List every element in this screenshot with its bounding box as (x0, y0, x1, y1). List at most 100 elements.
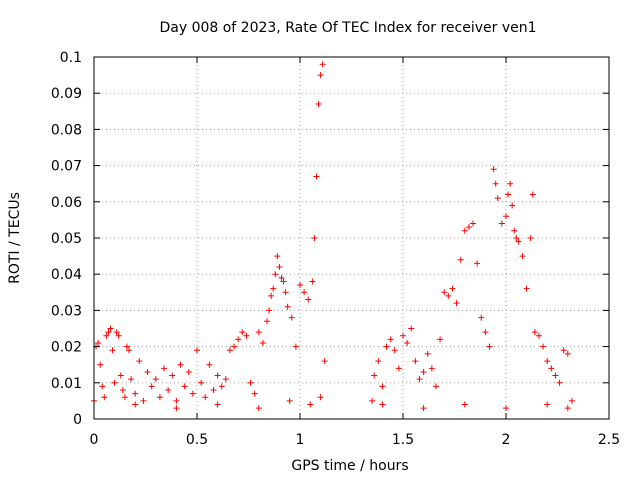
data-point (144, 368, 151, 375)
data-point (391, 347, 398, 354)
data-point (486, 343, 493, 350)
grid-lines (94, 57, 609, 419)
data-point (222, 376, 229, 383)
data-point (128, 376, 135, 383)
data-point (437, 336, 444, 343)
data-point (121, 394, 128, 401)
data-point (416, 376, 423, 383)
data-point (156, 394, 163, 401)
data-point (226, 347, 233, 354)
y-tick-label: 0.04 (51, 267, 82, 283)
data-point (424, 350, 431, 357)
data-point (428, 365, 435, 372)
data-point (231, 343, 238, 350)
y-tick-label: 0.03 (51, 303, 82, 319)
data-point (198, 379, 205, 386)
y-axis-label: ROTI / TECUs (7, 192, 23, 284)
data-point (544, 401, 551, 408)
data-point (313, 173, 320, 180)
data-point (375, 358, 382, 365)
data-point (126, 347, 133, 354)
y-tick-label: 0.06 (51, 195, 82, 211)
data-points (91, 61, 575, 412)
data-point (498, 220, 505, 227)
data-point (461, 227, 468, 234)
x-tick-label: 2.5 (598, 432, 620, 448)
data-point (214, 401, 221, 408)
data-point (531, 329, 538, 336)
data-point (420, 368, 427, 375)
y-tick-label: 0.08 (51, 122, 82, 138)
data-point (173, 405, 180, 412)
data-point (395, 365, 402, 372)
x-tick-label: 0.5 (186, 432, 208, 448)
data-point (509, 202, 516, 209)
data-point (474, 260, 481, 267)
data-point (529, 191, 536, 198)
data-point (235, 336, 242, 343)
data-point (95, 339, 102, 346)
data-point (111, 379, 118, 386)
data-point (523, 285, 530, 292)
data-point (420, 405, 427, 412)
y-tick-label: 0 (73, 412, 82, 428)
data-point (321, 358, 328, 365)
data-point (239, 329, 246, 336)
data-point (383, 343, 390, 350)
x-tick-label: 0 (90, 432, 99, 448)
axis-ticks: 0 0.5 1 1.5 2 2.5 0 0.01 0.02 0.03 0.04 0.05 0.06 0.0… (51, 50, 620, 448)
x-axis-label: GPS time / hours (291, 458, 408, 474)
y-tick-label: 0.1 (60, 50, 82, 66)
data-point (274, 253, 281, 260)
data-point (173, 397, 180, 404)
data-point (404, 339, 411, 346)
data-point (272, 271, 279, 278)
data-point (259, 339, 266, 346)
data-point (264, 318, 271, 325)
data-point (470, 220, 477, 227)
data-point (560, 347, 567, 354)
data-point (412, 358, 419, 365)
data-point (507, 180, 514, 187)
data-point (136, 358, 143, 365)
y-tick-label: 0.02 (51, 340, 82, 356)
x-tick-label: 1.5 (392, 432, 414, 448)
data-point (115, 332, 122, 339)
y-tick-label: 0.07 (51, 159, 82, 175)
data-point (379, 401, 386, 408)
data-point (109, 347, 116, 354)
data-point (103, 332, 110, 339)
data-point (552, 372, 559, 379)
data-point (202, 394, 209, 401)
data-point (297, 282, 303, 289)
data-point (492, 180, 499, 187)
data-point (280, 278, 287, 285)
data-point (270, 285, 277, 292)
data-point (540, 343, 547, 350)
data-point (292, 343, 299, 350)
data-point (189, 390, 196, 397)
data-point (457, 256, 464, 263)
chart-title: Day 008 of 2023, Rate Of TEC Index for r… (159, 20, 536, 36)
data-point (194, 347, 200, 354)
data-point (101, 394, 108, 401)
data-point (97, 361, 104, 368)
data-point (210, 387, 217, 394)
data-point (251, 390, 258, 397)
data-point (445, 292, 452, 299)
data-point (288, 314, 295, 321)
data-point (482, 329, 489, 336)
data-point (441, 289, 448, 296)
data-point (511, 227, 518, 234)
data-point (544, 358, 551, 365)
data-point (247, 379, 254, 386)
data-point (449, 285, 456, 292)
data-point (185, 368, 192, 375)
data-point (278, 274, 285, 281)
data-point (113, 329, 120, 336)
data-point (494, 195, 501, 202)
data-point (286, 397, 293, 404)
data-point (123, 343, 130, 350)
y-tick-label: 0.01 (51, 376, 82, 392)
